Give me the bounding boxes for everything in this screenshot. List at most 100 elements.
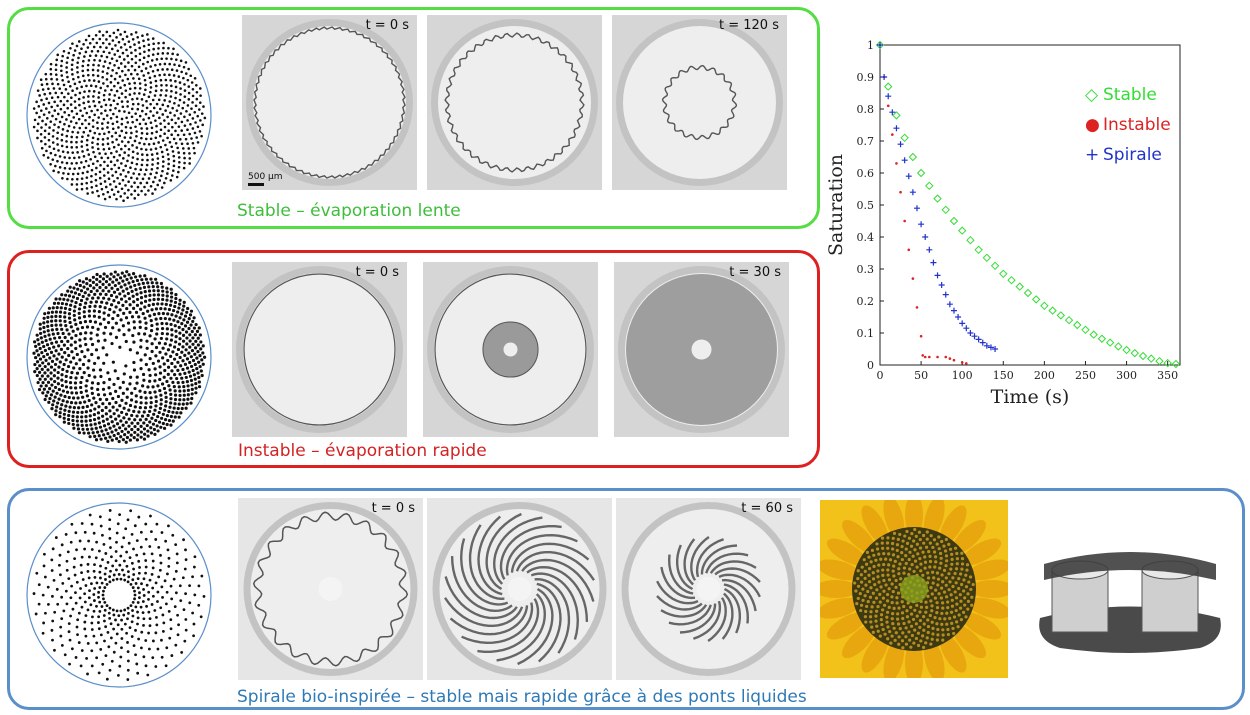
time-label: t = 30 s [729, 265, 781, 280]
stable-uniform-pattern [26, 22, 212, 208]
data-point [942, 291, 949, 298]
petal [961, 538, 1002, 566]
series-instable [878, 43, 968, 365]
data-point [1015, 282, 1024, 291]
data-point [944, 355, 948, 359]
petal [967, 597, 1008, 619]
data-point [893, 125, 900, 132]
y-tick-label: 0 [867, 359, 874, 372]
flower-center [900, 575, 928, 603]
data-point [885, 93, 892, 100]
data-point [975, 336, 982, 343]
instable-frame-t30: t = 30 s [614, 262, 789, 437]
stable-frame-t0: t = 0 s 500 µm [242, 15, 417, 190]
y-tick-label: 0.4 [857, 231, 875, 244]
data-point [1105, 338, 1115, 347]
y-tick-label: 0.1 [857, 327, 875, 340]
data-point [926, 246, 933, 253]
time-label: t = 120 s [719, 18, 779, 33]
time-label: t = 0 s [365, 18, 409, 33]
evaporation-front [661, 64, 738, 141]
center-hole [696, 577, 721, 601]
petal [820, 597, 861, 619]
stable-frame-t120: t = 120 s [612, 15, 787, 190]
data-point [974, 245, 983, 255]
stable-row-panel [7, 7, 820, 229]
petal [820, 559, 861, 581]
pattern-boundary [26, 264, 212, 450]
center-hole [507, 577, 532, 601]
petal [967, 559, 1008, 581]
petal [952, 519, 986, 554]
liquid-bridge-render-icon [1039, 552, 1221, 653]
time-label: t = 60 s [741, 501, 793, 516]
petal [861, 505, 889, 545]
petal [861, 633, 889, 673]
y-tick-label: 0.2 [857, 295, 875, 308]
data-point [987, 344, 994, 351]
pattern-dots [32, 28, 207, 202]
data-point [913, 205, 920, 212]
petal [952, 624, 986, 659]
data-point [950, 307, 957, 314]
x-tick-label: 100 [952, 369, 973, 382]
x-tick-label: 50 [914, 369, 928, 382]
data-point [938, 282, 945, 288]
data-point [960, 361, 964, 364]
evaporation-front [243, 273, 396, 426]
spirale-row-panel [7, 488, 1245, 710]
sunflower-photo-icon [820, 500, 1008, 678]
data-point [1155, 356, 1164, 366]
petal [820, 580, 858, 598]
petal [939, 505, 967, 545]
data-point [1130, 348, 1140, 358]
y-tick-label: 0.3 [857, 263, 875, 276]
stable-caption: Stable – évaporation lente [237, 201, 461, 221]
petal [905, 641, 923, 678]
data-point [941, 205, 950, 215]
data-point [892, 111, 901, 120]
data-point [930, 259, 937, 266]
x-tick-label: 300 [1116, 369, 1137, 382]
scale-bar: 500 µm [248, 172, 283, 186]
data-point [965, 362, 968, 365]
data-point [881, 74, 888, 80]
petal [923, 639, 945, 678]
data-point [1171, 359, 1181, 369]
pillar-left [1051, 569, 1109, 633]
time-label: t = 0 s [355, 265, 399, 280]
center-hole [503, 342, 518, 357]
spiral-channels [444, 512, 595, 666]
data-point [884, 82, 893, 91]
instable-frame-mid [423, 262, 598, 437]
data-point [967, 330, 974, 336]
x-tick-label: 350 [1157, 369, 1178, 382]
data-point [909, 189, 916, 196]
data-point [1089, 330, 1098, 339]
data-point [915, 306, 919, 309]
x-axis-label: Time (s) [991, 386, 1070, 408]
data-point [983, 342, 990, 349]
data-point [934, 272, 941, 279]
data-point [1163, 358, 1172, 368]
y-tick-label: 0.9 [857, 71, 875, 84]
legend-symbol: ● [1085, 115, 1100, 135]
evaporation-front [252, 511, 409, 667]
data-point [1073, 320, 1082, 330]
data-point [919, 334, 923, 338]
data-point [1056, 311, 1066, 320]
data-point [1114, 342, 1123, 351]
data-point [928, 355, 931, 359]
evaporation-front [444, 32, 585, 173]
pattern-dots [32, 270, 207, 444]
liquid-bridge-top [1044, 552, 1216, 580]
data-point [990, 261, 1000, 271]
data-point [946, 301, 953, 308]
data-point [922, 234, 929, 240]
x-tick-label: 200 [1034, 369, 1055, 382]
petal [826, 612, 867, 640]
petal [905, 500, 923, 537]
instable-caption: Instable – évaporation rapide [238, 441, 487, 461]
data-point [1097, 334, 1107, 343]
y-axis-label: Saturation [825, 154, 847, 256]
